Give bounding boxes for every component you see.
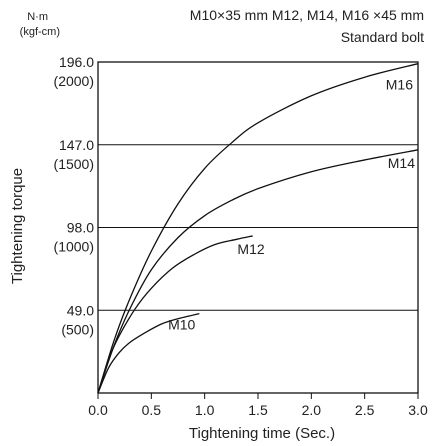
y-tick-sublabel: (1500) [54,156,94,172]
series-label-m12: M12 [237,241,264,257]
x-tick-label: 1.5 [248,402,268,418]
unit-nm-label: N·m [27,11,48,23]
x-tick-label: 0.5 [142,402,162,418]
y-tick-sublabel: (1000) [54,239,94,255]
x-tick-label: 3.0 [408,402,428,418]
x-tick-label: 1.0 [195,402,215,418]
y-tick-sublabel: (2000) [54,73,94,89]
x-tick-label: 2.0 [302,402,322,418]
y-tick-sublabel: (500) [61,321,94,337]
series-label-m10: M10 [168,317,195,333]
series-label-m16: M16 [386,77,413,93]
y-tick-label: 196.0 [59,54,94,70]
curve-m16 [97,63,419,394]
curve-m12 [97,235,253,394]
unit-kgf-label: (kgf-cm) [20,26,60,38]
plot-frame [97,61,419,394]
series-label-m14: M14 [388,155,415,171]
bolt-type-label: Standard bolt [341,29,424,45]
curve-m10 [97,312,200,394]
curve-m14 [97,149,419,394]
y-axis-title: Tightening torque [9,168,26,284]
spec-line: M10×35 mm M12, M14, M16 ×45 mm [190,7,424,23]
y-tick-label: 98.0 [67,220,94,236]
y-tick-label: 147.0 [59,137,94,153]
x-tick-label: 0.0 [88,402,108,418]
x-axis-title: Tightening time (Sec.) [189,425,335,442]
x-tick-label: 2.5 [355,402,375,418]
y-tick-label: 49.0 [67,302,94,318]
